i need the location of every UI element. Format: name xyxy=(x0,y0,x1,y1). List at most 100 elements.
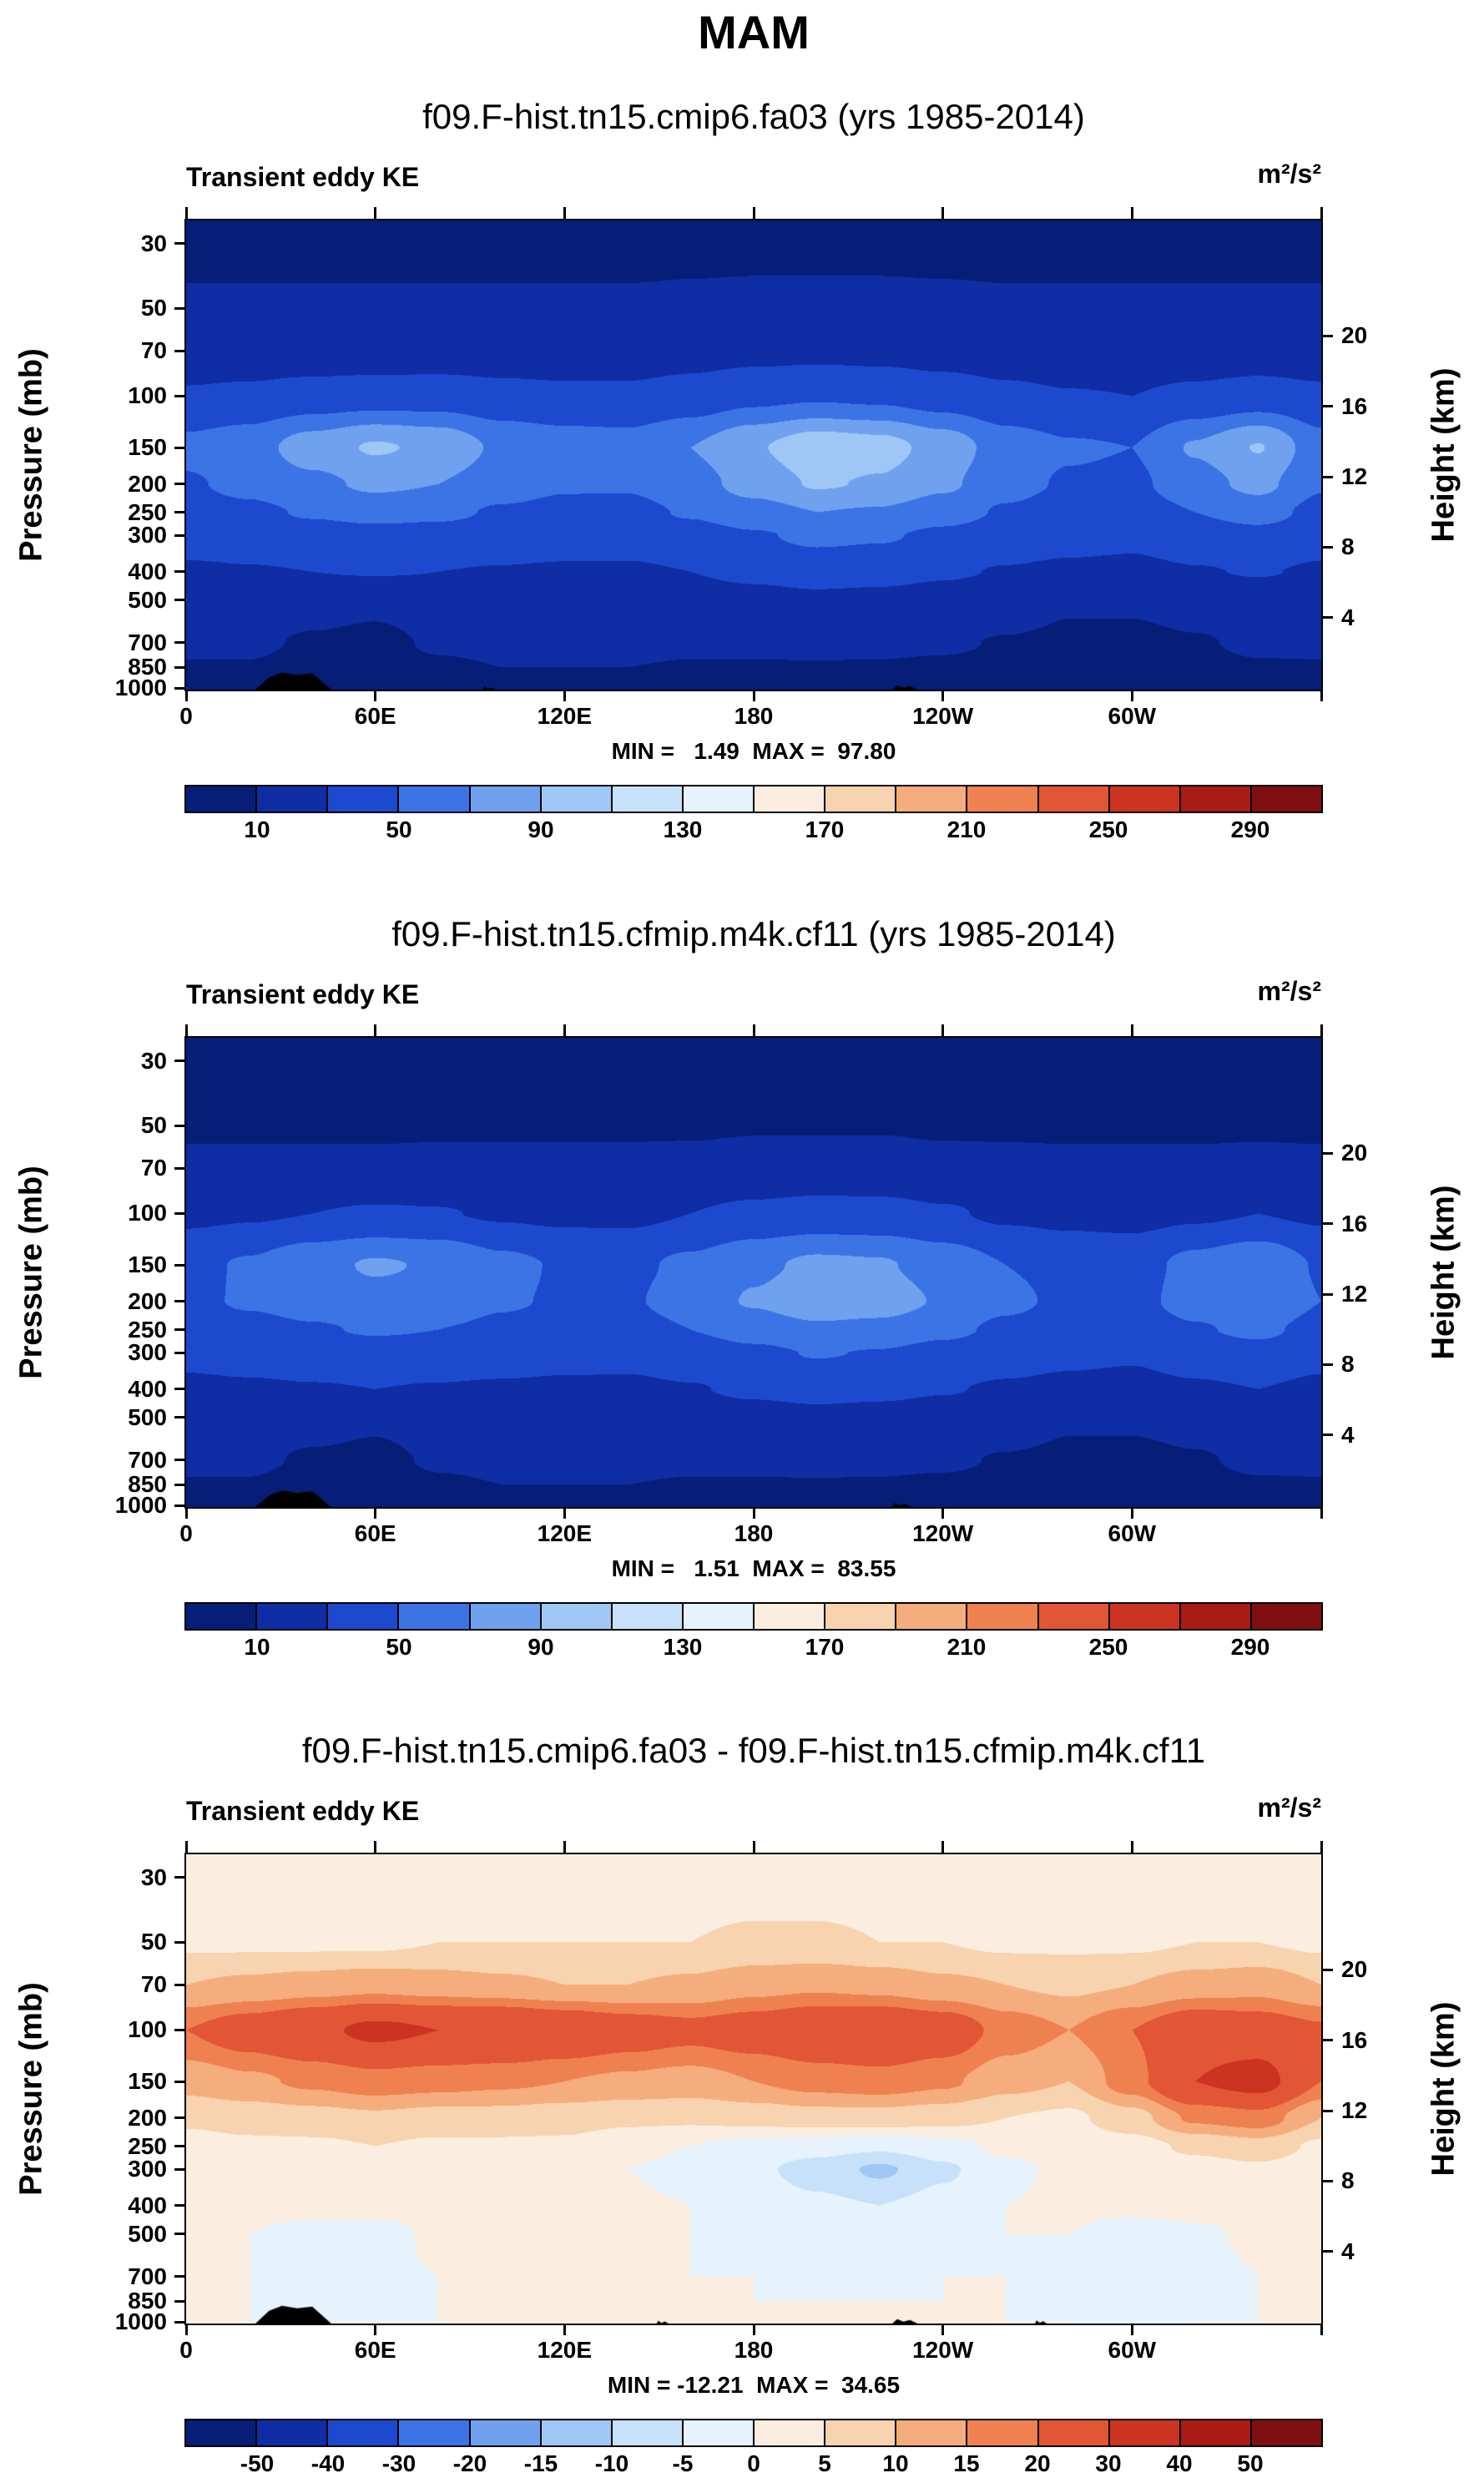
pressure-tick xyxy=(174,570,184,574)
pressure-tick-label: 400 xyxy=(128,1375,167,1402)
height-tick xyxy=(1323,2250,1333,2253)
height-tick-label: 16 xyxy=(1341,1210,1368,1236)
pressure-tick xyxy=(174,1300,184,1303)
height-tick xyxy=(1323,475,1333,478)
height-tick-label: 16 xyxy=(1341,2026,1368,2053)
pressure-tick xyxy=(174,1416,184,1419)
x-tick-bottom xyxy=(1130,1507,1133,1519)
pressure-tick-label: 700 xyxy=(128,1446,167,1473)
pressure-tick-label: 30 xyxy=(140,1047,167,1074)
x-tick-label: 60E xyxy=(354,2337,396,2363)
colorbar-segment xyxy=(967,786,1039,812)
colorbar-segment xyxy=(399,786,471,812)
colorbar-tick-label: -5 xyxy=(672,2450,694,2476)
colorbar-segment xyxy=(825,1604,897,1629)
pressure-tick-label: 50 xyxy=(140,1112,167,1139)
colorbar-tick-label: -40 xyxy=(310,2450,346,2476)
contour-plot xyxy=(184,1853,1323,2325)
pressure-tick-label: 300 xyxy=(128,522,167,549)
colorbar-segment xyxy=(257,2420,329,2445)
pressure-tick-label: 50 xyxy=(140,295,167,321)
pressure-tick-label: 850 xyxy=(128,1471,167,1498)
colorbar-segment xyxy=(399,2420,471,2445)
colorbar xyxy=(184,1602,1323,1631)
pressure-tick-label: 70 xyxy=(140,337,167,364)
x-tick-top xyxy=(374,1841,377,1853)
x-tick-top xyxy=(1130,1024,1133,1036)
x-tick-bottom xyxy=(941,1507,945,1519)
panel-title: f09.F-hist.tn15.cmip6.fa03 (yrs 1985-201… xyxy=(422,97,1085,136)
pressure-tick xyxy=(174,1483,184,1486)
colorbar-tick-label: -30 xyxy=(381,2450,416,2476)
colorbar xyxy=(184,785,1323,813)
colorbar-segment xyxy=(1038,1604,1110,1629)
x-tick-label: 60W xyxy=(1108,703,1157,729)
x-tick-bottom xyxy=(563,2324,566,2335)
pressure-tick-label: 100 xyxy=(128,1200,167,1226)
pressure-tick-label: 700 xyxy=(128,629,167,655)
pressure-tick xyxy=(174,1983,184,1986)
pressure-tick xyxy=(174,306,184,310)
pressure-tick xyxy=(174,599,184,602)
colorbar-segment xyxy=(1251,786,1321,812)
pressure-tick xyxy=(174,1059,184,1063)
pressure-tick xyxy=(174,2145,184,2148)
colorbar-tick-label: 0 xyxy=(747,2450,760,2476)
pressure-tick-label: 70 xyxy=(140,1971,167,1998)
x-tick-bottom xyxy=(374,1507,377,1519)
x-tick-bottom xyxy=(184,2324,188,2335)
colorbar-tick-label: 10 xyxy=(244,1634,270,1660)
colorbar-segment xyxy=(612,786,684,812)
field-label: Transient eddy KE xyxy=(186,162,420,192)
pressure-tick xyxy=(174,1940,184,1944)
pressure-tick xyxy=(174,1504,184,1507)
pressure-tick xyxy=(174,2167,184,2171)
height-tick xyxy=(1323,1968,1333,1971)
colorbar-segment xyxy=(1109,2420,1181,2445)
pressure-tick xyxy=(174,394,184,397)
pressure-tick-label: 500 xyxy=(128,586,167,613)
pressure-tick-label: 150 xyxy=(128,1252,167,1278)
x-tick-top xyxy=(941,207,945,219)
pressure-axis-label: Pressure (mb) xyxy=(13,1166,49,1379)
colorbar-segment xyxy=(825,2420,897,2445)
pressure-tick xyxy=(174,2116,184,2120)
x-tick-top xyxy=(563,1841,566,1853)
pressure-tick xyxy=(174,2275,184,2278)
height-tick xyxy=(1323,2039,1333,2042)
x-tick-top xyxy=(941,1841,945,1853)
colorbar-tick-label: 210 xyxy=(946,1634,987,1660)
minmax-text: MIN = 1.51 MAX = 83.55 xyxy=(611,1555,896,1581)
pressure-tick-label: 500 xyxy=(128,2220,167,2247)
colorbar-segment xyxy=(896,1604,968,1629)
x-tick-top xyxy=(563,1024,566,1036)
height-tick xyxy=(1323,2109,1333,2112)
colorbar-tick-label: 40 xyxy=(1166,2450,1193,2476)
colorbar-tick-label: 290 xyxy=(1230,817,1270,842)
minmax-text: MIN = 1.49 MAX = 97.80 xyxy=(611,738,896,764)
height-tick xyxy=(1323,616,1333,619)
pressure-tick-label: 100 xyxy=(128,2016,167,2043)
x-tick-bottom xyxy=(563,1507,566,1519)
colorbar-tick-label: 15 xyxy=(953,2450,980,2476)
x-tick-top xyxy=(184,1024,188,1036)
colorbar-segment xyxy=(683,2420,755,2445)
panel-1: f09.F-hist.tn15.cmip6.fa03 (yrs 1985-201… xyxy=(0,97,1484,865)
colorbar-segment xyxy=(1109,1604,1181,1629)
x-tick-top xyxy=(1130,1841,1133,1853)
colorbar-tick-label: 290 xyxy=(1230,1634,1270,1660)
colorbar-segment xyxy=(1038,2420,1110,2445)
field-label: Transient eddy KE xyxy=(186,1796,420,1826)
x-tick-bottom xyxy=(1130,2324,1133,2335)
pressure-tick xyxy=(174,1876,184,1879)
colorbar-segment xyxy=(470,786,542,812)
pressure-tick-label: 200 xyxy=(128,2104,167,2131)
colorbar-segment xyxy=(399,1604,471,1629)
colorbar-segment xyxy=(328,1604,400,1629)
colorbar-segment xyxy=(470,2420,542,2445)
pressure-tick-label: 150 xyxy=(128,434,167,461)
contour-canvas xyxy=(186,1854,1321,2324)
height-tick-label: 4 xyxy=(1341,1421,1355,1448)
height-tick xyxy=(1323,334,1333,337)
